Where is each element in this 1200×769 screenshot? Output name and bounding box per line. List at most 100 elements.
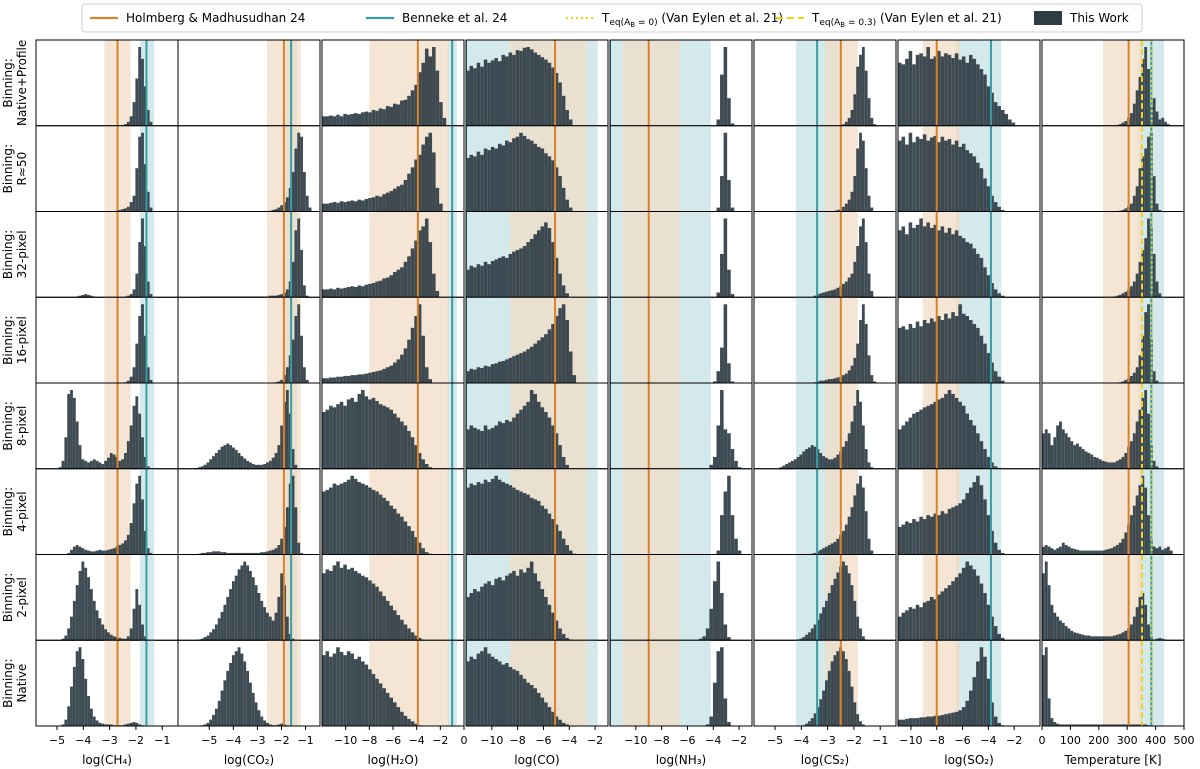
histogram-bar — [912, 519, 916, 555]
histogram-bar — [364, 373, 369, 383]
histogram-bar — [1076, 724, 1079, 726]
histogram-bar — [98, 722, 102, 726]
panel-content — [466, 554, 598, 641]
histogram-bar — [1053, 612, 1057, 641]
histogram-bar — [901, 524, 906, 555]
x-tick-label: −2 — [273, 734, 289, 747]
histogram-bar — [346, 287, 351, 298]
histogram-bar — [280, 723, 284, 726]
histogram-bar — [280, 205, 284, 212]
panel-r2-c3 — [465, 211, 609, 298]
histogram-bar — [830, 543, 834, 555]
histogram-bar — [428, 242, 433, 298]
panel-content — [322, 468, 457, 555]
histogram-bar — [1087, 550, 1091, 555]
histogram-bar — [126, 295, 130, 298]
legend-label-main: This Work — [1069, 11, 1129, 25]
histogram-bar — [1000, 380, 1005, 383]
histogram-bar — [138, 47, 142, 126]
histogram-bar — [274, 453, 278, 469]
row-label-text: Binning:16-pixel — [1, 315, 29, 364]
histogram-bar — [512, 487, 516, 555]
histogram-bar — [976, 64, 980, 126]
histogram-bar — [403, 99, 408, 126]
histogram-bar — [257, 593, 261, 641]
histogram-bar — [515, 136, 520, 212]
histogram-bar — [396, 513, 401, 555]
histogram-bar — [1084, 635, 1088, 641]
histogram-bar — [132, 722, 136, 726]
histogram-bar — [302, 172, 306, 212]
histogram-bar — [294, 316, 298, 383]
histogram-bar — [1104, 461, 1108, 469]
histogram-bar — [58, 467, 62, 469]
row-label-name: Native — [15, 664, 29, 703]
histogram-bar — [937, 399, 941, 469]
histogram-bar — [954, 316, 959, 383]
histogram-bar — [568, 207, 573, 212]
histogram-bar — [300, 552, 303, 555]
histogram-bar — [976, 253, 980, 298]
histogram-bar — [929, 716, 934, 726]
panel-r5-c4 — [609, 468, 753, 555]
histogram-bar — [929, 137, 934, 212]
histogram-bar — [1042, 655, 1045, 726]
histogram-bar — [229, 589, 232, 641]
histogram-bar — [501, 256, 506, 298]
histogram-bar — [132, 608, 136, 641]
histogram-bar — [1067, 546, 1071, 555]
histogram-bar — [522, 405, 527, 469]
histogram-bar — [512, 417, 516, 469]
histogram-bar — [922, 56, 927, 126]
histogram-bar — [78, 445, 82, 469]
panel-frame — [897, 639, 1041, 727]
histogram-bar — [343, 655, 347, 726]
legend-label: This Work — [1069, 11, 1129, 25]
histogram-bar — [730, 515, 735, 555]
x-tick-label: −6 — [954, 734, 970, 747]
histogram-bar — [551, 612, 555, 641]
panel-frame — [1041, 639, 1185, 727]
histogram-bar — [526, 682, 530, 726]
histogram-bar — [1132, 724, 1136, 726]
histogram-bar — [375, 110, 379, 126]
panel-content — [322, 211, 457, 298]
histogram-bar — [483, 59, 488, 126]
histogram-bar — [350, 113, 354, 126]
histogram-bar — [234, 449, 238, 469]
legend-label: Benneke et al. 24 — [402, 11, 507, 25]
histogram-bar — [229, 445, 232, 469]
histogram-bar — [533, 393, 537, 469]
histogram-bar — [782, 465, 786, 469]
histogram-bar — [329, 570, 333, 641]
histogram-bar — [1087, 724, 1091, 726]
histogram-bar — [206, 462, 210, 469]
histogram-bar — [126, 206, 130, 212]
histogram-bar — [723, 304, 728, 383]
histogram-bar — [1121, 724, 1125, 726]
histogram-bar — [104, 724, 107, 726]
histogram-bar — [937, 594, 941, 641]
histogram-bar — [200, 466, 204, 469]
histogram-bar — [403, 261, 408, 298]
histogram-bar — [212, 456, 215, 469]
panel-r4-c0 — [35, 382, 179, 470]
histogram-bar — [505, 483, 509, 555]
panel-content — [466, 468, 598, 555]
panel-content — [898, 125, 1005, 212]
histogram-bar — [1056, 723, 1060, 726]
histogram-bar — [979, 168, 984, 212]
histogram-bar — [940, 320, 945, 383]
histogram-bar — [533, 688, 537, 726]
histogram-bar — [98, 549, 102, 555]
histogram-bar — [908, 417, 913, 469]
histogram-bar — [508, 666, 513, 726]
panel-content — [610, 468, 742, 555]
x-tick-label: −8 — [510, 734, 526, 747]
histogram-bar — [107, 549, 110, 555]
panel-content — [610, 554, 731, 641]
histogram-bar — [993, 202, 998, 212]
histogram-bar — [203, 552, 207, 555]
panel-content — [322, 640, 457, 726]
histogram-bar — [121, 459, 125, 469]
